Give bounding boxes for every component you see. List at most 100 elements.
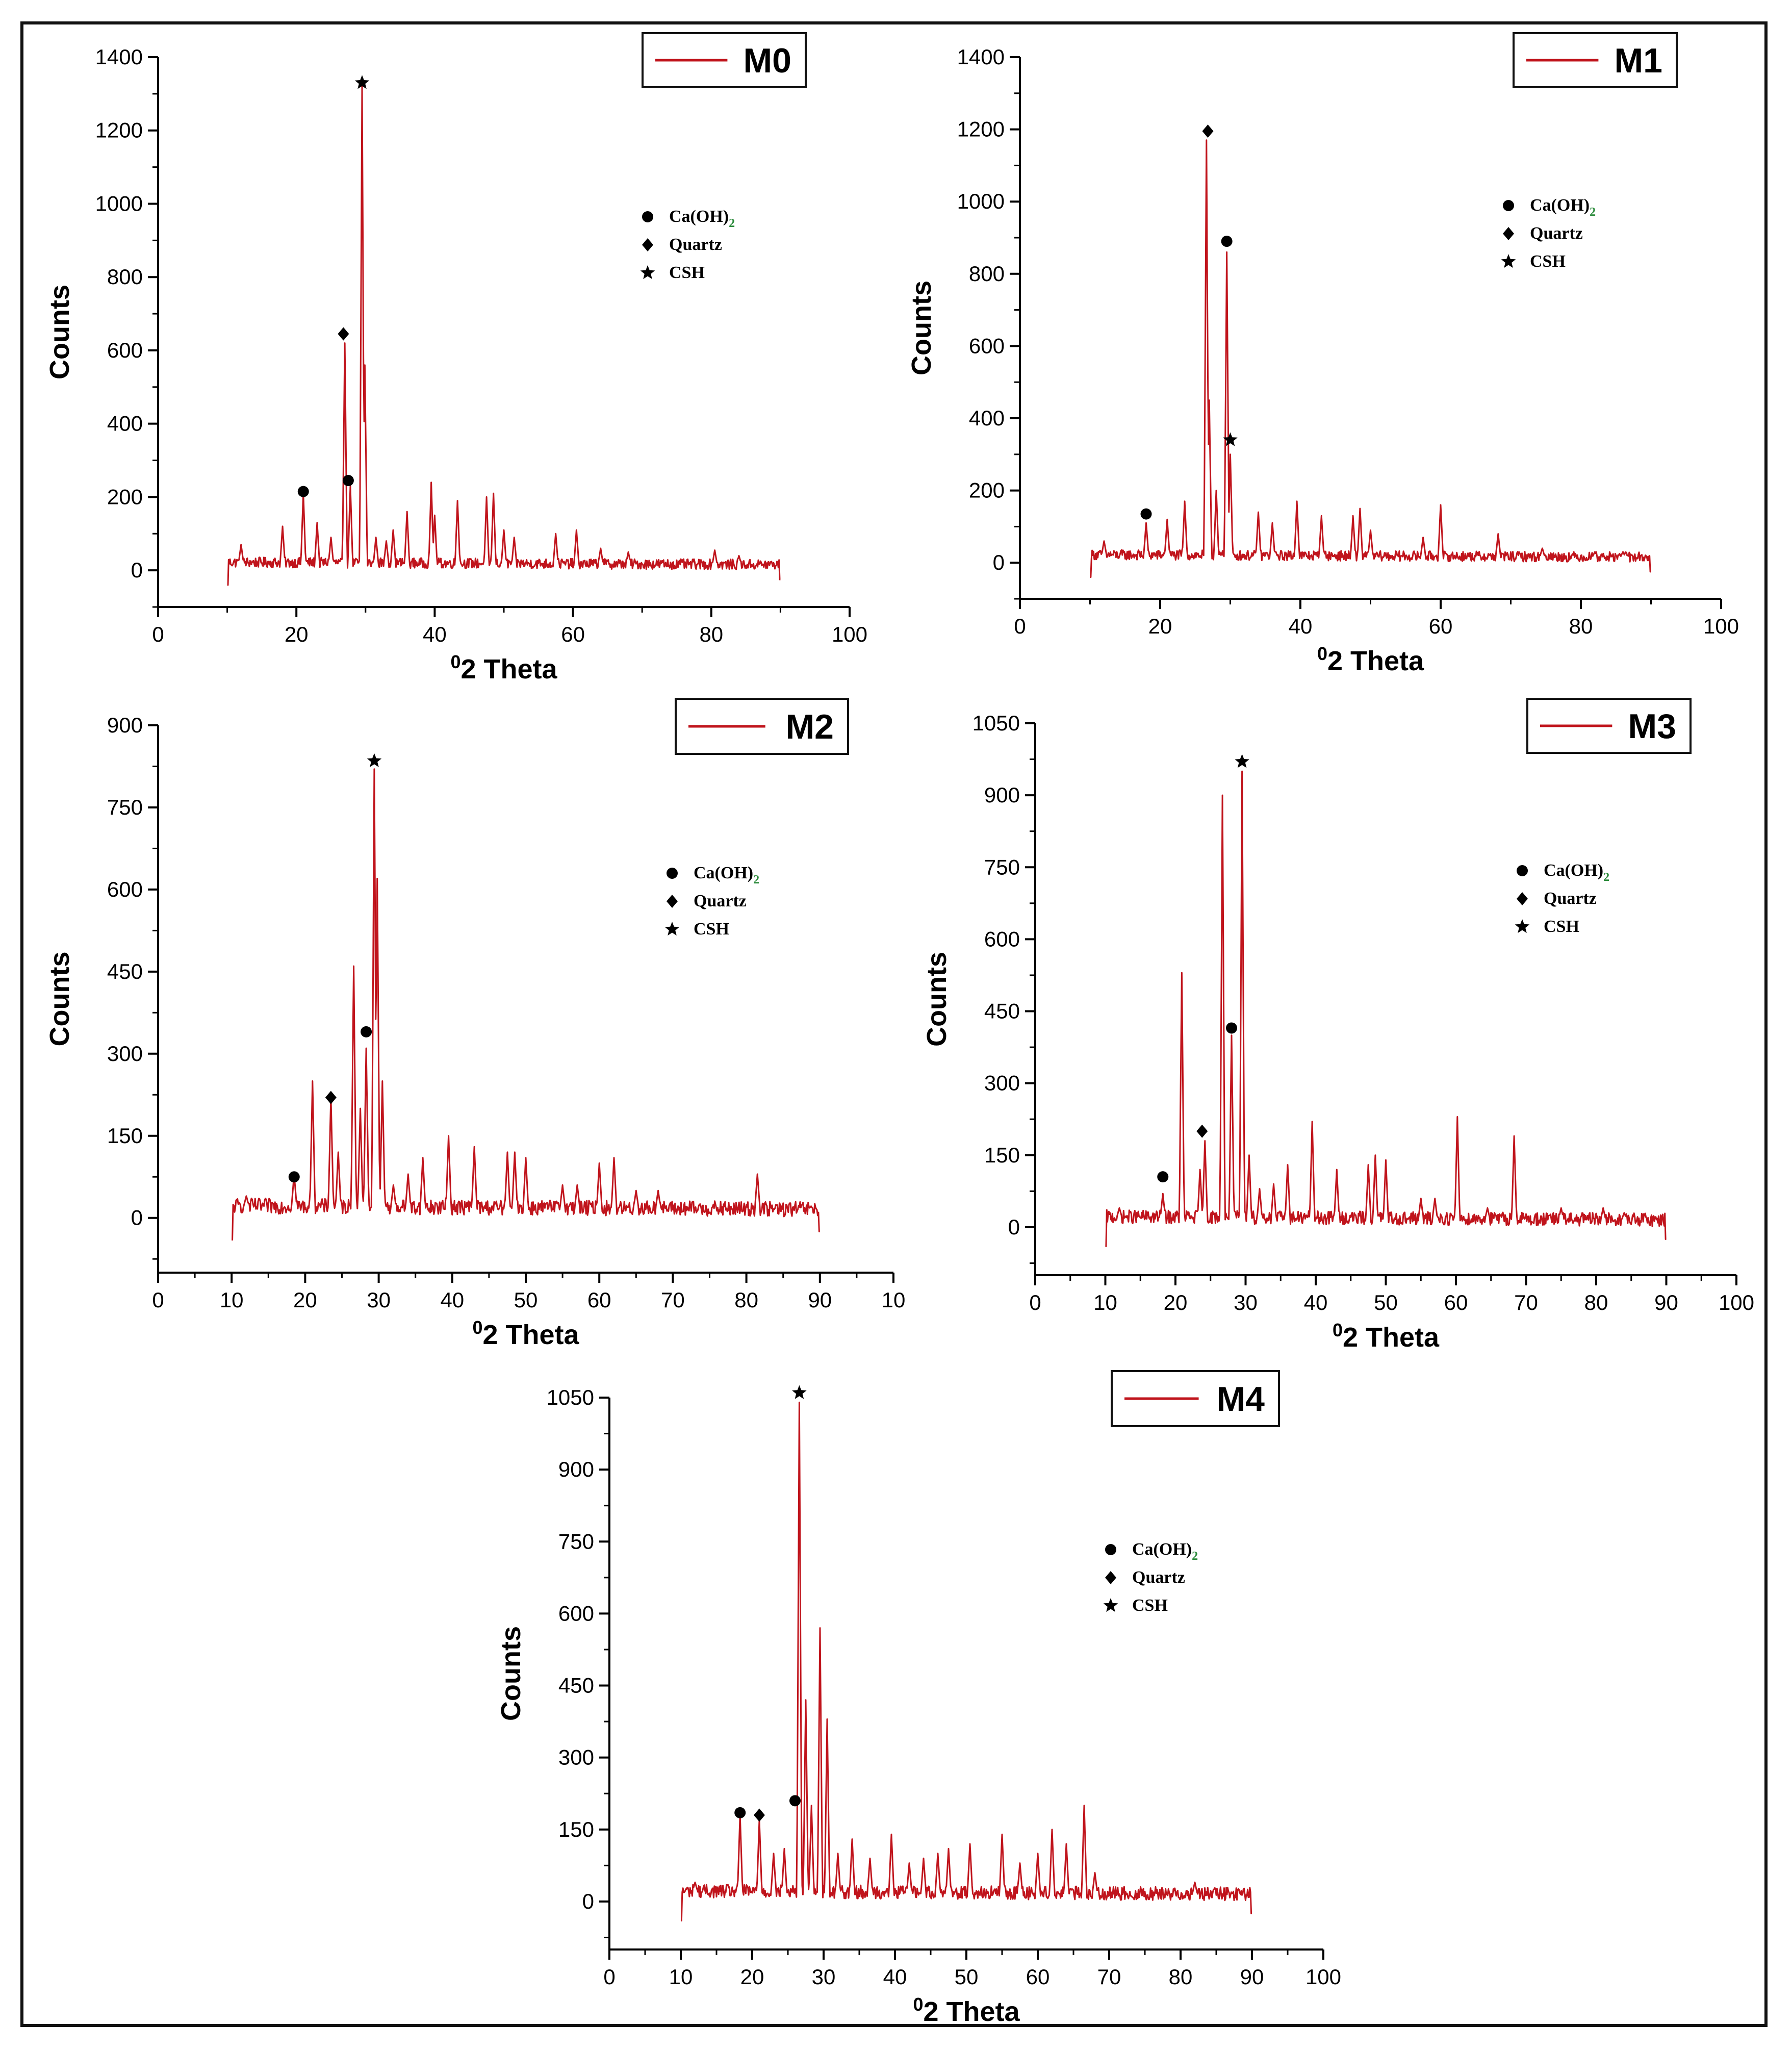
- marker-key-legend: Ca(OH)2 Quartz CSH: [1515, 861, 1609, 936]
- y-tick-label: 300: [558, 1745, 594, 1769]
- peak-marker-quartz: [1196, 1124, 1208, 1138]
- y-tick-label: 800: [107, 265, 143, 289]
- marker-key-label: CSH: [1544, 917, 1579, 936]
- marker-key-symbol: [1503, 200, 1514, 211]
- x-tick-label: 70: [661, 1288, 685, 1312]
- marker-key-symbol: [667, 868, 678, 879]
- x-tick-label: 30: [1234, 1290, 1258, 1314]
- x-axis-label-degree: 0: [913, 1994, 923, 2015]
- x-tick-label: 10: [669, 1965, 693, 1989]
- peak-marker-caoh: [1157, 1171, 1169, 1183]
- y-tick-label: 150: [558, 1817, 594, 1841]
- series-line-m3: [1105, 770, 1667, 1247]
- peak-marker-caoh: [1221, 236, 1233, 247]
- y-tick-label: 400: [969, 406, 1005, 430]
- x-tick-label: 20: [285, 622, 309, 646]
- series-line-m2: [232, 768, 820, 1241]
- y-axis-label: Counts: [44, 952, 75, 1047]
- chart-panel-m0: 0 20 40 60 80 100020040060080010001200140002 …: [44, 32, 867, 685]
- y-tick-label: 0: [1008, 1215, 1020, 1239]
- legend-series-name: M1: [1615, 41, 1662, 80]
- marker-key-subscript: 2: [753, 873, 759, 887]
- series-legend: M1: [1513, 32, 1678, 88]
- x-tick-label: 0: [1014, 614, 1026, 638]
- marker-key-symbol: [640, 265, 655, 280]
- marker-key-label: Quartz: [1544, 889, 1597, 908]
- y-tick-label: 600: [969, 334, 1005, 358]
- x-tick-label: 100: [832, 622, 867, 646]
- peak-marker-quartz: [754, 1808, 765, 1822]
- peak-marker-csh: [354, 75, 370, 89]
- y-tick-label: 800: [969, 262, 1005, 286]
- y-tick-label: 1050: [547, 1385, 594, 1409]
- marker-key-text: CSH: [669, 263, 705, 282]
- x-axis-label: 02 Theta: [450, 651, 557, 685]
- x-axis-label-text: 2 Theta: [460, 654, 557, 685]
- x-tick-label: 30: [367, 1288, 391, 1312]
- chart-panel-m1: 0 20 40 60 80 100020040060080010001200140002 …: [906, 32, 1739, 676]
- marker-key-text: CSH: [1132, 1596, 1168, 1615]
- y-tick-label: 200: [969, 478, 1005, 502]
- peak-marker-caoh: [361, 1026, 372, 1037]
- x-tick-label: 80: [1569, 614, 1593, 638]
- marker-key-text: Ca(OH): [669, 207, 729, 226]
- series-line-m1: [1090, 139, 1651, 578]
- y-tick-label: 450: [558, 1674, 594, 1698]
- y-axis-label: Counts: [496, 1626, 526, 1721]
- x-tick-label: 20: [1148, 614, 1172, 638]
- x-tick-label: 60: [1026, 1965, 1050, 1989]
- peak-marker-csh: [792, 1385, 807, 1399]
- legend-series-name: M2: [786, 707, 834, 746]
- y-tick-label: 300: [984, 1071, 1020, 1095]
- x-tick-label: 40: [1304, 1290, 1328, 1314]
- marker-key-text: Ca(OH): [694, 864, 753, 882]
- x-tick-label: 70: [1097, 1965, 1121, 1989]
- x-axis-label-text: 2 Theta: [1343, 1322, 1440, 1353]
- x-axis-label-text: 2 Theta: [1327, 646, 1424, 676]
- x-tick-label: 20: [1164, 1290, 1188, 1314]
- peak-marker-caoh: [288, 1171, 300, 1183]
- y-tick-label: 600: [107, 877, 143, 901]
- x-tick-label: 40: [440, 1288, 464, 1312]
- marker-key-symbol: [667, 895, 678, 908]
- marker-key-text: Quartz: [1544, 889, 1597, 908]
- x-tick-label: 10: [1093, 1290, 1117, 1314]
- marker-key-text: Ca(OH): [1544, 861, 1603, 880]
- marker-key-symbol: [1103, 1598, 1118, 1612]
- legend-series-name: M4: [1217, 1380, 1265, 1419]
- x-axis-label-text: 2 Theta: [482, 1320, 579, 1350]
- marker-key-label: Quartz: [669, 235, 722, 254]
- x-tick-label: 60: [1444, 1290, 1468, 1314]
- marker-key-label: Quartz: [694, 892, 747, 910]
- series-line-m0: [227, 86, 781, 586]
- x-tick-label: 60: [561, 622, 585, 646]
- peak-marker-caoh: [1226, 1022, 1237, 1034]
- marker-key-legend: Ca(OH)2 Quartz CSH: [640, 207, 735, 282]
- x-tick-label: 0: [152, 1288, 164, 1312]
- marker-key-symbol: [664, 922, 680, 936]
- y-tick-label: 900: [984, 783, 1020, 807]
- marker-key-label: Quartz: [1132, 1568, 1185, 1587]
- y-tick-label: 450: [107, 959, 143, 983]
- x-tick-label: 0: [152, 622, 164, 646]
- marker-key-text: Ca(OH): [1530, 196, 1590, 215]
- x-tick-label: 80: [734, 1288, 758, 1312]
- y-axis-label: Counts: [921, 952, 952, 1047]
- y-tick-label: 0: [993, 550, 1005, 574]
- figure-frame: [20, 21, 1768, 2027]
- y-tick-label: 600: [984, 927, 1020, 951]
- y-tick-label: 400: [107, 412, 143, 436]
- y-tick-label: 150: [984, 1143, 1020, 1167]
- peak-marker-quartz: [338, 327, 349, 341]
- marker-key-text: Quartz: [1530, 224, 1583, 243]
- y-tick-label: 150: [107, 1124, 143, 1148]
- x-tick-label: 40: [423, 622, 447, 646]
- x-axis-label: 02 Theta: [913, 1994, 1020, 2027]
- marker-key-symbol: [1517, 865, 1528, 876]
- x-tick-label: 40: [1289, 614, 1313, 638]
- x-tick-label: 70: [1514, 1290, 1538, 1314]
- series-line-m4: [680, 1401, 1252, 1921]
- series-legend: M4: [1111, 1370, 1280, 1427]
- x-tick-label: 80: [1169, 1965, 1193, 1989]
- x-tick-label: 100: [1305, 1965, 1341, 1989]
